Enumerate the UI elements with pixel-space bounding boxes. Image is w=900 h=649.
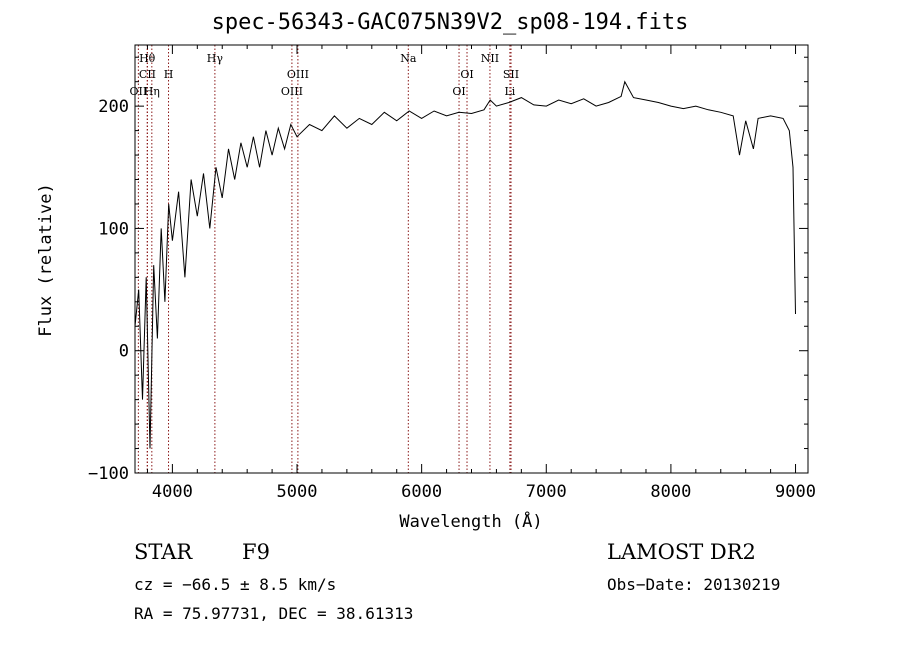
spectrum-series-line (134, 80, 796, 449)
y-tick-label: 100 (98, 219, 129, 239)
line-marker-label: Hθ (139, 52, 156, 65)
survey-name: LAMOST DR2 (607, 540, 756, 564)
x-tick-label: 7000 (526, 482, 567, 502)
line-marker-label: OIII (281, 85, 303, 98)
chart-title: spec-56343-GAC075N39V2_sp08-194.fits (211, 10, 689, 35)
coordinates-text: RA = 75.97731, DEC = 38.61313 (134, 604, 414, 623)
y-tick-label: 0 (119, 342, 129, 362)
x-tick-label: 9000 (775, 482, 816, 502)
line-marker-label: OI (460, 68, 473, 81)
line-marker-label: OI (452, 85, 465, 98)
line-marker-label: CII (139, 68, 156, 81)
object-subclass: F9 (242, 540, 270, 564)
line-marker-label: Hη (144, 85, 160, 98)
y-tick-label: −100 (88, 464, 129, 484)
x-axis-label: Wavelength (Å) (399, 512, 543, 532)
y-axis-label: Flux (relative) (36, 183, 56, 337)
line-marker-label: OIII (287, 68, 309, 81)
y-tick-label: 200 (98, 97, 129, 117)
line-marker-label: H (164, 68, 174, 81)
axis-ticks: 4000 5000 6000 7000 8000 9000 −100 0 100 200 (88, 45, 816, 502)
x-tick-label: 5000 (277, 482, 318, 502)
redshift-text: cz = −66.5 ± 8.5 km/s (134, 575, 337, 594)
line-marker-label: OII (130, 85, 148, 98)
x-tick-label: 4000 (152, 482, 193, 502)
x-tick-label: 6000 (401, 482, 442, 502)
line-marker-label: Na (400, 52, 417, 65)
line-marker-label: Li (504, 85, 515, 98)
obs-date-text: Obs−Date: 20130219 (607, 575, 781, 594)
x-tick-label: 8000 (650, 482, 691, 502)
line-marker-label: Hγ (207, 52, 224, 65)
line-markers (137, 45, 512, 473)
line-marker-label: SII (503, 68, 519, 81)
line-marker-label: NII (481, 52, 499, 65)
object-class: STAR (134, 540, 193, 564)
